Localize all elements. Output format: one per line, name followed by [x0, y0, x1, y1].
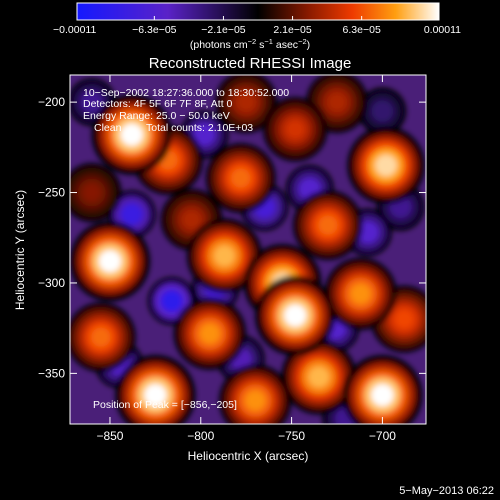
image-source [160, 290, 183, 312]
x-axis-label: Heliocentric X (arcsec) [188, 449, 309, 463]
y-tick-label: −200 [38, 95, 65, 109]
image-source [182, 210, 201, 229]
image-source [371, 383, 394, 407]
plot-area: −850 −800 −750 −700 −200 −250 −300 −350 10−Sep−… [38, 74, 427, 443]
x-tick-label: −850 [96, 429, 123, 443]
image-source [193, 123, 216, 146]
image-source [80, 91, 103, 114]
colorbar: −0.00011 −6.3e−05 −2.1e−05 2.1e−05 6.3e−05 0.… [53, 2, 461, 51]
colorbar-tick-label: 6.3e−05 [343, 24, 381, 36]
x-tick-label: −750 [278, 429, 305, 443]
image-source [328, 93, 346, 111]
image-source [230, 168, 251, 188]
image-source [91, 327, 111, 347]
image-source [286, 120, 305, 139]
colorbar-tick-label: 0.00011 [424, 24, 461, 36]
image-source [284, 304, 307, 327]
footer-date: 5−May−2013 06:22 [399, 485, 494, 497]
image-source [213, 245, 235, 267]
y-axis-label: Heliocentric Y (arcsec) [13, 190, 27, 310]
plot-frame [69, 74, 427, 425]
colorbar-tick-label: −2.1e−05 [201, 24, 246, 36]
overlay-clean: Clean [94, 122, 122, 134]
overlay-energy-range: Energy Range: 25.0 − 50.0 keV [83, 110, 230, 122]
chart-title: Reconstructed RHESSI Image [149, 55, 352, 72]
image-sources [70, 75, 426, 424]
image-source [120, 123, 143, 146]
axis-ticks: −850 −800 −750 −700 −200 −250 −300 −350 [38, 75, 426, 443]
image-source [120, 203, 143, 226]
image-source [237, 93, 255, 111]
overlay-peak-position: Position of Peak = [−856,−205] [93, 399, 237, 411]
overlay-time-range: 10−Sep−2002 18:27:36.000 to 18:30:52.000 [83, 87, 289, 99]
image-source [375, 154, 397, 177]
image-source [308, 366, 330, 388]
image-source [318, 215, 338, 235]
x-tick-label: −800 [187, 429, 214, 443]
x-tick-label: −700 [369, 429, 396, 443]
colorbar-units: (photons cm−2 s−1 asec−2) [190, 37, 310, 51]
y-tick-label: −350 [38, 366, 65, 380]
y-tick-label: −300 [38, 276, 65, 290]
image-source [83, 184, 101, 201]
colorbar-ticks: −0.00011 −6.3e−05 −2.1e−05 2.1e−05 6.3e−05 0.… [53, 16, 461, 36]
colorbar-gradient [76, 2, 440, 21]
image-source [144, 383, 167, 407]
image-source [98, 250, 122, 273]
colorbar-tick-label: 2.1e−05 [273, 24, 311, 36]
image-source [394, 309, 414, 329]
image-source [371, 100, 394, 123]
overlay-total-counts: Total counts: 2.10E+03 [146, 122, 253, 134]
colorbar-tick-label: −0.00011 [53, 24, 96, 36]
colorbar-tick-label: −6.3e−05 [132, 24, 177, 36]
overlay-detectors: Detectors: 4F 5F 6F 7F 8F, Att 0 [83, 98, 233, 110]
image-source [199, 323, 220, 344]
y-tick-label: −250 [38, 186, 65, 200]
image-source [245, 390, 266, 411]
image-source [350, 283, 371, 304]
